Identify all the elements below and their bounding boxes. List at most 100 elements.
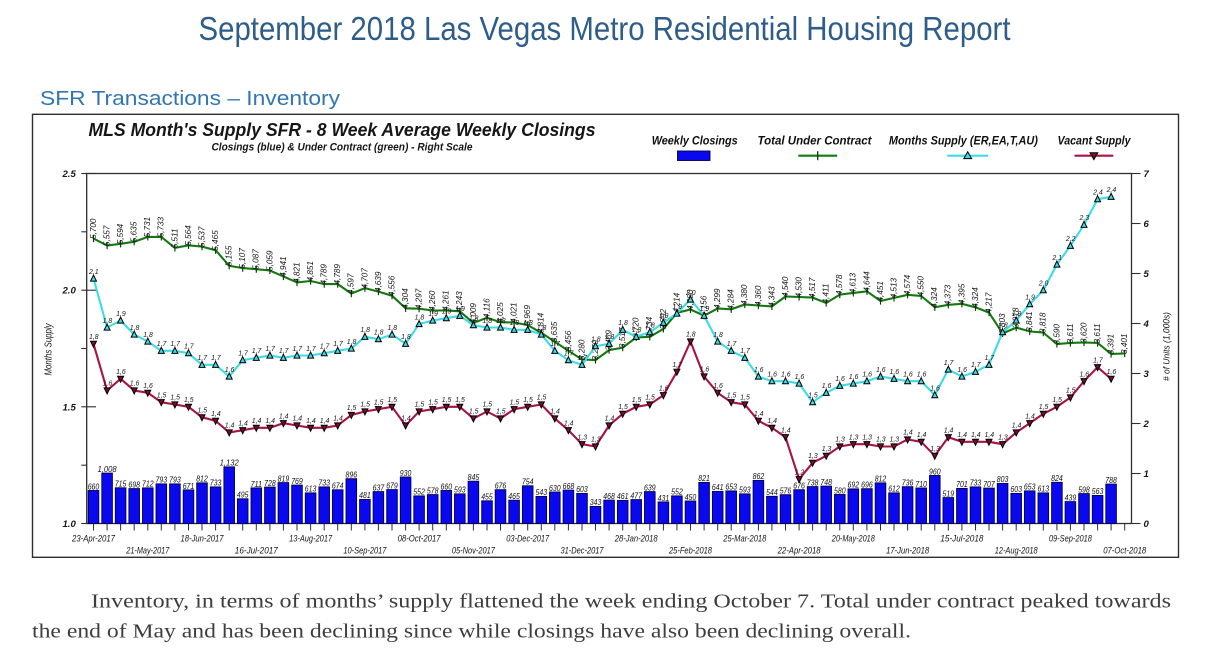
svg-text:1,7: 1,7 — [672, 362, 683, 369]
svg-text:22-Apr-2018: 22-Apr-2018 — [777, 545, 822, 555]
svg-text:1,8: 1,8 — [347, 339, 357, 346]
svg-text:692: 692 — [848, 481, 860, 490]
svg-text:1,7: 1,7 — [550, 341, 561, 348]
svg-text:3,969: 3,969 — [523, 305, 532, 326]
svg-text:495: 495 — [237, 491, 249, 500]
svg-text:2,4: 2,4 — [1092, 190, 1103, 197]
svg-text:1,5: 1,5 — [428, 399, 438, 406]
svg-text:1,4: 1,4 — [333, 416, 343, 423]
svg-text:1,6: 1,6 — [225, 367, 235, 374]
svg-text:4,639: 4,639 — [374, 271, 383, 292]
svg-text:960: 960 — [929, 467, 941, 476]
svg-text:1,6: 1,6 — [103, 381, 113, 388]
svg-text:5,059: 5,059 — [265, 250, 274, 271]
svg-text:4,513: 4,513 — [889, 277, 898, 298]
svg-text:1,7: 1,7 — [170, 341, 181, 348]
svg-text:5,564: 5,564 — [184, 225, 193, 246]
svg-text:578: 578 — [427, 486, 439, 495]
svg-text:4,324: 4,324 — [971, 287, 980, 308]
svg-text:736: 736 — [902, 479, 914, 488]
svg-text:1,8: 1,8 — [998, 323, 1008, 330]
svg-text:07-Oct-2018: 07-Oct-2018 — [1103, 545, 1147, 555]
svg-text:465: 465 — [508, 492, 520, 501]
svg-text:3,391: 3,391 — [1107, 334, 1116, 355]
svg-text:1,5: 1,5 — [1039, 404, 1049, 411]
svg-text:4,217: 4,217 — [984, 292, 993, 313]
svg-text:793: 793 — [156, 476, 168, 485]
svg-text:1,7: 1,7 — [333, 341, 344, 348]
svg-text:696: 696 — [861, 481, 873, 490]
svg-text:552: 552 — [413, 488, 425, 497]
svg-text:1,8: 1,8 — [401, 334, 411, 341]
svg-text:1,5: 1,5 — [388, 397, 398, 404]
svg-text:1,3: 1,3 — [849, 434, 859, 441]
svg-text:1,7: 1,7 — [238, 351, 249, 358]
svg-text:580: 580 — [834, 486, 846, 495]
svg-text:710: 710 — [915, 480, 927, 489]
svg-text:1,6: 1,6 — [876, 367, 886, 374]
svg-text:477: 477 — [630, 491, 642, 500]
svg-text:1,3: 1,3 — [890, 437, 900, 444]
svg-text:1,9: 1,9 — [1012, 311, 1022, 318]
svg-text:930: 930 — [400, 469, 412, 478]
svg-text:4,009: 4,009 — [469, 303, 478, 324]
svg-text:3,270: 3,270 — [591, 340, 600, 361]
svg-text:1,6: 1,6 — [781, 372, 791, 379]
svg-text:5,107: 5,107 — [238, 248, 247, 269]
svg-text:733: 733 — [318, 479, 330, 488]
svg-text:3,635: 3,635 — [550, 321, 559, 342]
svg-text:1,3: 1,3 — [862, 434, 872, 441]
svg-text:4,025: 4,025 — [496, 302, 505, 323]
svg-text:1,3: 1,3 — [808, 453, 818, 460]
svg-text:1,6: 1,6 — [143, 383, 153, 390]
svg-text:20-May-2018: 20-May-2018 — [831, 533, 875, 543]
svg-text:5,537: 5,537 — [197, 226, 206, 247]
svg-text:733: 733 — [210, 479, 222, 488]
svg-text:3,814: 3,814 — [537, 312, 546, 333]
svg-text:769: 769 — [291, 477, 303, 486]
svg-text:552: 552 — [671, 488, 683, 497]
svg-text:1,9: 1,9 — [442, 309, 452, 316]
svg-text:2,4: 2,4 — [1106, 187, 1117, 194]
svg-text:1,7: 1,7 — [971, 362, 982, 369]
svg-text:4,284: 4,284 — [727, 289, 736, 310]
svg-text:SFR Transactions – Inventory: SFR Transactions – Inventory — [40, 87, 341, 110]
svg-text:Months Supply: Months Supply — [44, 323, 55, 376]
svg-text:788: 788 — [1105, 476, 1117, 485]
svg-text:1,6: 1,6 — [903, 372, 913, 379]
svg-text:660: 660 — [88, 482, 100, 491]
svg-text:1,8: 1,8 — [360, 327, 370, 334]
svg-text:1,8: 1,8 — [89, 334, 99, 341]
svg-text:3,611: 3,611 — [1066, 324, 1075, 344]
svg-text:1,4: 1,4 — [917, 432, 927, 439]
svg-text:1,7: 1,7 — [985, 355, 996, 362]
svg-text:1,4: 1,4 — [564, 420, 574, 427]
svg-text:1,4: 1,4 — [279, 413, 289, 420]
svg-text:1,4: 1,4 — [293, 416, 303, 423]
svg-text:2: 2 — [1143, 419, 1150, 430]
svg-text:593: 593 — [454, 486, 466, 495]
svg-text:3: 3 — [1144, 369, 1150, 380]
svg-text:08-Oct-2017: 08-Oct-2017 — [398, 533, 442, 543]
svg-text:1,7: 1,7 — [740, 348, 751, 355]
svg-text:1,4: 1,4 — [306, 418, 316, 425]
svg-text:10-Sep-2017: 10-Sep-2017 — [343, 545, 387, 555]
svg-text:3,720: 3,720 — [632, 317, 641, 338]
svg-text:3,401: 3,401 — [1120, 334, 1129, 355]
svg-text:1,7: 1,7 — [1093, 357, 1104, 364]
svg-text:660: 660 — [441, 482, 453, 491]
svg-text:4,550: 4,550 — [917, 276, 926, 297]
svg-text:1,7: 1,7 — [727, 341, 738, 348]
svg-text:3,611: 3,611 — [1093, 324, 1102, 344]
svg-text:603: 603 — [576, 485, 588, 494]
svg-text:4,644: 4,644 — [862, 271, 871, 292]
svg-text:2,0: 2,0 — [1038, 281, 1049, 288]
svg-text:1,8: 1,8 — [686, 332, 696, 339]
svg-text:613: 613 — [1038, 485, 1050, 494]
svg-text:4,260: 4,260 — [428, 290, 437, 311]
svg-text:1,5: 1,5 — [157, 392, 167, 399]
svg-text:641: 641 — [712, 483, 724, 492]
svg-text:1: 1 — [1144, 469, 1149, 480]
svg-text:733: 733 — [970, 479, 982, 488]
svg-text:15-Jul-2018: 15-Jul-2018 — [940, 533, 984, 543]
